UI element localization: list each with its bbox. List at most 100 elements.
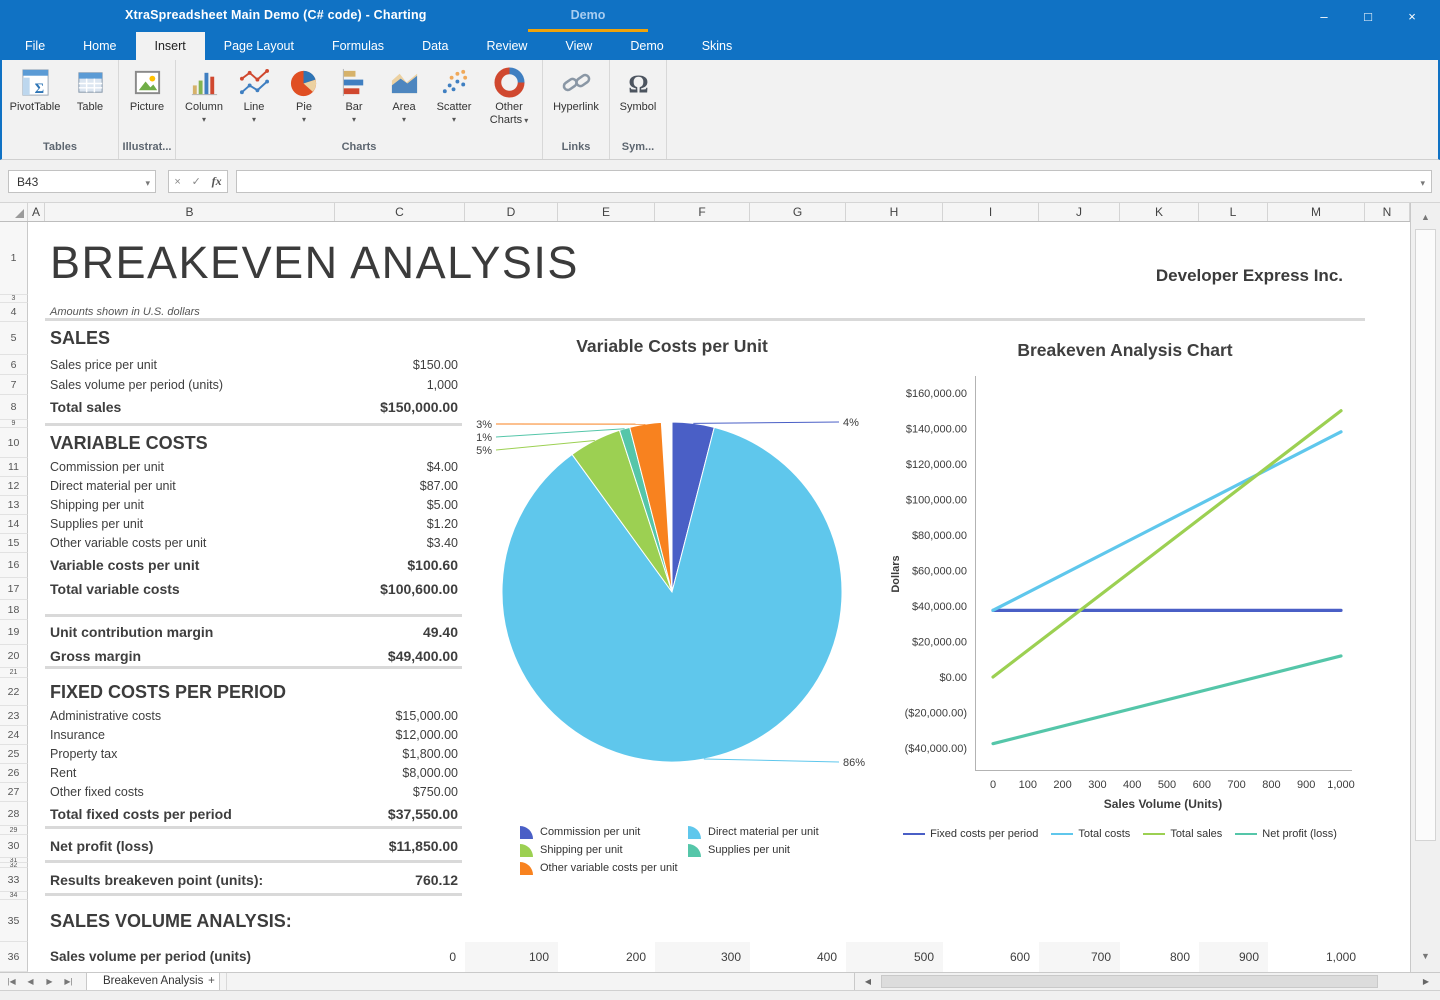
row-header-10[interactable]: 10	[0, 428, 28, 458]
ribbon-tab-formulas[interactable]: Formulas	[331, 39, 385, 53]
row-header-4[interactable]: 4	[0, 303, 28, 322]
column-header-I[interactable]: I	[943, 203, 1039, 221]
horizontal-scroll-thumb[interactable]	[881, 975, 1378, 988]
add-sheet-button[interactable]: +	[197, 973, 227, 990]
row-header-5[interactable]: 5	[0, 322, 28, 355]
cell-F36[interactable]: 300	[720, 950, 741, 964]
ribbon-tab-skins[interactable]: Skins	[701, 39, 733, 53]
scatter-button[interactable]: Scatter ▾	[429, 62, 479, 124]
row-header-32[interactable]: 32	[0, 863, 28, 868]
column-header-M[interactable]: M	[1268, 203, 1365, 221]
cell-B13[interactable]: Shipping per unit	[50, 498, 144, 512]
cell-C17[interactable]: $100,600.00	[380, 581, 458, 597]
row-header-19[interactable]: 19	[0, 620, 28, 645]
cell-E36[interactable]: 200	[625, 950, 646, 964]
cell-B17[interactable]: Total variable costs	[50, 581, 180, 597]
row-header-16[interactable]: 16	[0, 553, 28, 578]
row-header-9[interactable]: 9	[0, 420, 28, 428]
row-header-18[interactable]: 18	[0, 600, 28, 620]
cell-C30[interactable]: $11,850.00	[388, 838, 458, 854]
scroll-down-icon[interactable]: ▼	[1421, 951, 1430, 961]
column-header-F[interactable]: F	[655, 203, 750, 221]
cell-C20[interactable]: $49,400.00	[387, 648, 458, 664]
row-header-14[interactable]: 14	[0, 515, 28, 534]
row-header-23[interactable]: 23	[0, 706, 28, 726]
row-header-20[interactable]: 20	[0, 645, 28, 668]
line-button[interactable]: Line ▾	[229, 62, 279, 124]
prev-sheet-icon[interactable]: ◀	[27, 977, 34, 986]
cell-C27[interactable]: $750.00	[412, 785, 458, 799]
cell-C12[interactable]: $87.00	[419, 479, 458, 493]
row-header-17[interactable]: 17	[0, 578, 28, 600]
cell-C19[interactable]: 49.40	[422, 624, 458, 640]
vertical-scroll-thumb[interactable]	[1415, 229, 1436, 841]
cell-C7[interactable]: 1,000	[426, 378, 458, 392]
cell-B28[interactable]: Total fixed costs per period	[50, 806, 232, 822]
cell-B26[interactable]: Rent	[50, 766, 77, 780]
row-header-30[interactable]: 30	[0, 835, 28, 858]
cell-C25[interactable]: $1,800.00	[402, 747, 458, 761]
row-header-33[interactable]: 33	[0, 868, 28, 892]
row-header-21[interactable]: 21	[0, 668, 28, 678]
ribbon-tab-insert[interactable]: Insert	[135, 32, 205, 60]
pie-button[interactable]: Pie ▾	[279, 62, 329, 124]
row-header-28[interactable]: 28	[0, 802, 28, 826]
cell-C24[interactable]: $12,000.00	[395, 728, 458, 742]
cell-B19[interactable]: Unit contribution margin	[50, 624, 214, 640]
cell-B36[interactable]: Sales volume per period (units)	[50, 949, 252, 964]
column-header-B[interactable]: B	[45, 203, 335, 221]
cell-B14[interactable]: Supplies per unit	[50, 517, 144, 531]
cell-section-sales-volume-analysis[interactable]: SALES VOLUME ANALYSIS:	[50, 911, 292, 931]
cell-title[interactable]: BREAKEVEN ANALYSIS	[50, 237, 579, 288]
cell-section-fixed-costs-per-period[interactable]: FIXED COSTS PER PERIOD	[50, 682, 287, 702]
row-header-31[interactable]: 31	[0, 858, 28, 863]
cell-C13[interactable]: $5.00	[426, 498, 458, 512]
cell-I36[interactable]: 600	[1009, 950, 1030, 964]
hyperlink-button[interactable]: Hyperlink	[546, 62, 606, 114]
sheet-grid[interactable]: Variable Costs per Unit 4% 86% 5% 1% 3% Breake…	[0, 222, 1410, 972]
first-sheet-icon[interactable]: |◀	[7, 977, 16, 986]
name-box[interactable]: B43 ▾	[8, 170, 156, 193]
row-header-8[interactable]: 8	[0, 395, 28, 420]
pie-chart[interactable]: Variable Costs per Unit 4% 86% 5%1%3%	[476, 336, 865, 769]
cell-company[interactable]: Developer Express Inc.	[1155, 266, 1343, 285]
cell-C33[interactable]: 760.12	[415, 872, 458, 888]
cell-H36[interactable]: 500	[913, 950, 934, 964]
cell-K36[interactable]: 800	[1169, 950, 1190, 964]
row-header-6[interactable]: 6	[0, 355, 28, 375]
column-header-N[interactable]: N	[1365, 203, 1410, 221]
row-header-12[interactable]: 12	[0, 477, 28, 496]
ribbon-tab-file[interactable]: File	[25, 39, 46, 53]
cell-C36[interactable]: 0	[449, 950, 456, 964]
column-header-A[interactable]: A	[28, 203, 45, 221]
symbol-button[interactable]: Ω Symbol	[613, 62, 663, 114]
row-header-1[interactable]: 1	[0, 222, 28, 295]
scroll-up-icon[interactable]: ▲	[1421, 212, 1430, 222]
row-header-22[interactable]: 22	[0, 678, 28, 706]
row-header-7[interactable]: 7	[0, 375, 28, 395]
row-header-29[interactable]: 29	[0, 826, 28, 835]
row-header-3[interactable]: 3	[0, 295, 28, 303]
series-total-sales[interactable]	[991, 409, 1343, 679]
cell-C15[interactable]: $3.40	[426, 536, 458, 550]
vertical-scrollbar[interactable]: ▲ ▼	[1410, 203, 1440, 972]
column-button[interactable]: Column ▾	[179, 62, 229, 124]
cell-B6[interactable]: Sales price per unit	[50, 358, 158, 372]
cell-B30[interactable]: Net profit (loss)	[50, 838, 154, 854]
table-button[interactable]: Table	[65, 62, 115, 114]
column-header-J[interactable]: J	[1039, 203, 1120, 221]
other-charts-button[interactable]: Other Charts ▾	[479, 62, 539, 127]
picture-button[interactable]: Picture	[122, 62, 172, 114]
cell-M36[interactable]: 1,000	[1325, 950, 1356, 964]
cell-section-variable-costs[interactable]: VARIABLE COSTS	[50, 433, 208, 453]
column-header-K[interactable]: K	[1120, 203, 1199, 221]
formula-input[interactable]: ▾	[236, 170, 1432, 193]
ribbon-tab-view[interactable]: View	[565, 39, 593, 53]
pie-slice-other-variable-costs-per-unit[interactable]	[629, 421, 673, 593]
cell-G36[interactable]: 400	[816, 950, 837, 964]
ribbon-tab-review[interactable]: Review	[486, 39, 528, 53]
cell-B8[interactable]: Total sales	[50, 399, 122, 415]
cell-B20[interactable]: Gross margin	[50, 648, 142, 664]
cell-C8[interactable]: $150,000.00	[380, 399, 458, 415]
column-header-D[interactable]: D	[465, 203, 558, 221]
